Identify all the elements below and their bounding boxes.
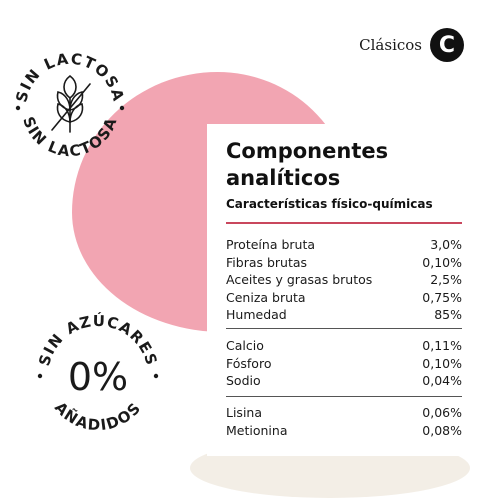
svg-text:AÑADIDOS: AÑADIDOS bbox=[51, 398, 145, 432]
table-row: Ceniza bruta 0,75% bbox=[226, 289, 462, 307]
row-value: 0,11% bbox=[422, 338, 462, 353]
table-row: Fibras brutas 0,10% bbox=[226, 254, 462, 272]
table-row: Calcio 0,11% bbox=[226, 337, 462, 355]
table-row: Metionina 0,08% bbox=[226, 422, 462, 440]
table-row: Humedad 85% bbox=[226, 306, 462, 324]
group-divider bbox=[226, 396, 462, 397]
row-label: Sodio bbox=[226, 373, 261, 388]
sugar-stamp-zero-percent: 0% bbox=[68, 355, 128, 399]
table-panel bbox=[207, 124, 484, 456]
row-value: 0,04% bbox=[422, 373, 462, 388]
sugar-stamp-bottom-text: AÑADIDOS bbox=[51, 398, 143, 434]
row-label: Calcio bbox=[226, 338, 264, 353]
row-label: Ceniza bruta bbox=[226, 289, 306, 305]
row-value: 0,10% bbox=[422, 355, 462, 371]
row-value: 2,5% bbox=[430, 272, 462, 287]
brand-label: Clásicos bbox=[359, 36, 422, 54]
table-row: Fósforo 0,10% bbox=[226, 355, 462, 373]
row-value: 0,08% bbox=[422, 422, 462, 438]
table-title-line1: Componentes bbox=[226, 139, 389, 163]
row-label: Proteína bruta bbox=[226, 237, 316, 252]
analytic-group-main: Proteína bruta 3,0% Fibras brutas 0,10% Ac… bbox=[226, 236, 462, 324]
table-row: Lisina 0,06% bbox=[226, 404, 462, 422]
row-value: 85% bbox=[434, 307, 462, 322]
table-title-line2: analíticos bbox=[226, 166, 341, 190]
group-divider bbox=[226, 328, 462, 329]
analytic-group-aminoacids: Lisina 0,06% Metionina 0,08% bbox=[226, 404, 462, 439]
table-title: Componentes analíticos bbox=[226, 138, 466, 192]
row-label: Metionina bbox=[226, 422, 288, 438]
analytic-group-minerals: Calcio 0,11% Fósforo 0,10% Sodio 0,04% bbox=[226, 337, 462, 390]
subtitle-divider bbox=[226, 222, 462, 224]
brand-badge: C bbox=[430, 28, 464, 62]
crossed-wheat-icon bbox=[51, 74, 91, 133]
row-value: 0,10% bbox=[422, 254, 462, 270]
row-label: Fibras brutas bbox=[226, 254, 308, 270]
row-label: Aceites y grasas brutos bbox=[226, 272, 373, 287]
row-value: 0,06% bbox=[422, 405, 462, 420]
table-row: Sodio 0,04% bbox=[226, 372, 462, 390]
brand-tag: Clásicos C bbox=[359, 28, 464, 62]
table-row: Aceites y grasas brutos 2,5% bbox=[226, 271, 462, 289]
lactose-free-stamp: SIN LACTOSA SIN LACTOSA bbox=[8, 46, 132, 174]
row-value: 0,75% bbox=[422, 289, 462, 305]
row-label: Humedad bbox=[226, 307, 287, 322]
table-subtitle: Características físico-químicas bbox=[226, 197, 433, 211]
row-value: 3,0% bbox=[430, 237, 462, 252]
row-label: Lisina bbox=[226, 405, 263, 420]
no-added-sugar-stamp: SIN AZÚCARES AÑADIDOS 0% bbox=[30, 311, 166, 436]
row-label: Fósforo bbox=[226, 355, 272, 371]
table-row: Proteína bruta 3,0% bbox=[226, 236, 462, 254]
